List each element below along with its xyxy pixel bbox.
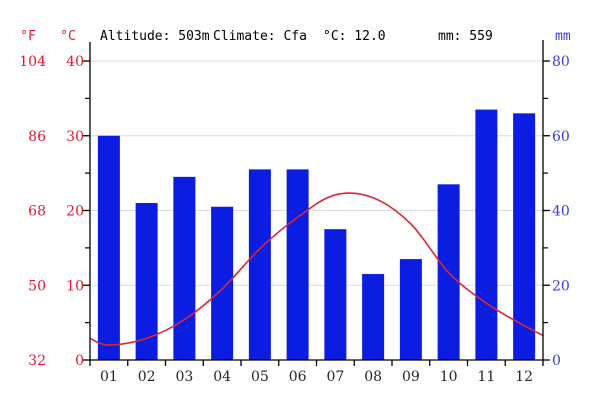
precip-bar-01 bbox=[97, 135, 120, 360]
month-label: 06 bbox=[289, 369, 307, 385]
mm-tick-label: 0 bbox=[552, 353, 561, 369]
month-label: 04 bbox=[213, 369, 231, 385]
fahrenheit-tick-label: 50 bbox=[28, 278, 46, 294]
precipitation-bars bbox=[97, 109, 536, 361]
fahrenheit-axis-title: °F bbox=[20, 29, 36, 44]
mm-tick-label: 60 bbox=[552, 129, 570, 145]
precip-bar-02 bbox=[135, 203, 158, 360]
celsius-tick-label: 20 bbox=[66, 204, 84, 220]
month-label: 09 bbox=[402, 369, 420, 385]
gridlines bbox=[90, 60, 543, 286]
mm-tick-label: 40 bbox=[552, 204, 570, 220]
month-label: 01 bbox=[100, 369, 118, 385]
celsius-tick-label: 30 bbox=[66, 129, 84, 145]
axis-tick-labels: 32 50 68 86 104 0 10 20 30 40 0 20 40 60 80 01 02 03 04 05 0… bbox=[19, 54, 570, 385]
precip-bar-08 bbox=[362, 274, 385, 360]
celsius-tick-label: 10 bbox=[66, 278, 84, 294]
celsius-axis-title: °C bbox=[60, 29, 76, 44]
axes bbox=[83, 40, 550, 366]
precip-bar-11 bbox=[475, 109, 498, 361]
total-precipitation-value: mm: 559 bbox=[438, 29, 493, 44]
fahrenheit-tick-label: 104 bbox=[19, 54, 46, 70]
month-label: 07 bbox=[326, 369, 344, 385]
mm-tick-label: 80 bbox=[552, 54, 570, 70]
climate-classification: Climate: Cfa bbox=[213, 29, 307, 44]
precip-bar-06 bbox=[286, 169, 309, 360]
month-label: 11 bbox=[477, 369, 495, 385]
header-row: °F °C Altitude: 503m Climate: Cfa °C: 12… bbox=[20, 29, 571, 44]
precip-bar-12 bbox=[513, 113, 536, 360]
month-label: 02 bbox=[138, 369, 156, 385]
precip-bar-07 bbox=[324, 229, 347, 360]
mm-tick-label: 20 bbox=[552, 278, 570, 294]
month-label: 03 bbox=[175, 369, 193, 385]
celsius-tick-label: 40 bbox=[66, 54, 84, 70]
temperature-curve bbox=[89, 192, 544, 346]
fahrenheit-tick-label: 32 bbox=[28, 353, 46, 369]
precip-bar-09 bbox=[399, 259, 422, 360]
temperature-line bbox=[89, 192, 544, 346]
month-label: 12 bbox=[515, 369, 533, 385]
precip-bar-04 bbox=[211, 206, 234, 360]
mean-temperature-value: °C: 12.0 bbox=[323, 29, 386, 44]
month-label: 05 bbox=[251, 369, 269, 385]
celsius-tick-label: 0 bbox=[75, 353, 84, 369]
precip-bar-03 bbox=[173, 176, 196, 360]
month-label: 08 bbox=[364, 369, 382, 385]
month-label: 10 bbox=[440, 369, 458, 385]
mm-axis-title: mm bbox=[555, 29, 571, 44]
precip-bar-05 bbox=[248, 169, 271, 360]
fahrenheit-tick-label: 68 bbox=[28, 204, 46, 220]
altitude-value: Altitude: 503m bbox=[100, 29, 210, 44]
fahrenheit-tick-label: 86 bbox=[28, 129, 46, 145]
